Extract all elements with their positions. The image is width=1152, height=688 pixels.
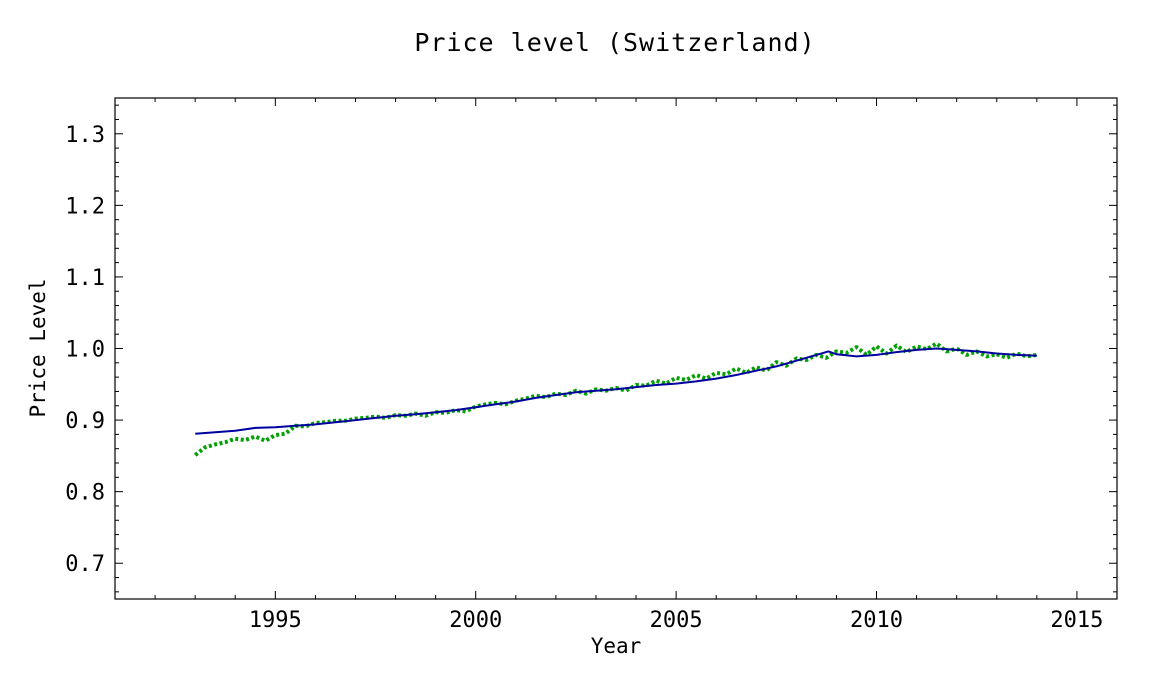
y-axis-label: Price Level xyxy=(26,278,50,417)
x-tick-label: 2000 xyxy=(449,608,502,633)
tick-labels: 1995 2000 2005 2010 2015 0.7 0.8 0.9 1.0 1.1 1.2 1.… xyxy=(65,123,1103,633)
x-tick-label: 1995 xyxy=(249,608,302,633)
tick-marks xyxy=(114,98,1118,599)
x-tick-label: 2015 xyxy=(1050,608,1103,633)
y-tick-label: 0.9 xyxy=(65,409,105,434)
series-line-solid-blue xyxy=(195,347,1037,435)
y-tick-label: 1.2 xyxy=(65,194,105,219)
plot-frame xyxy=(114,97,1118,600)
y-tick-label: 1.3 xyxy=(65,123,105,148)
chart-title: Price level (Switzerland) xyxy=(414,28,816,57)
series-line-dotted-green xyxy=(193,341,1038,457)
series-layer xyxy=(193,341,1038,457)
y-tick-label: 0.7 xyxy=(65,552,105,577)
y-tick-label: 1.1 xyxy=(65,266,105,291)
x-tick-label: 2005 xyxy=(650,608,703,633)
x-tick-label: 2010 xyxy=(850,608,903,633)
x-axis-label: Year xyxy=(591,634,642,658)
y-tick-label: 0.8 xyxy=(65,481,105,506)
y-tick-label: 1.0 xyxy=(65,338,105,363)
